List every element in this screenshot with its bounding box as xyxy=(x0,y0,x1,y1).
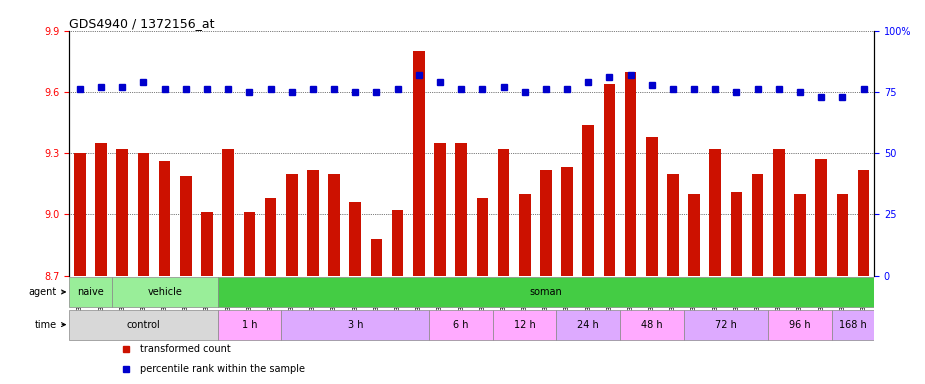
Bar xyxy=(709,149,722,276)
Bar xyxy=(95,143,107,276)
Bar xyxy=(752,174,763,276)
Bar xyxy=(180,175,191,276)
Bar xyxy=(159,161,170,276)
Text: 48 h: 48 h xyxy=(641,319,662,329)
Bar xyxy=(117,149,129,276)
Bar xyxy=(202,212,213,276)
FancyBboxPatch shape xyxy=(112,277,217,307)
Bar xyxy=(286,174,298,276)
Bar xyxy=(731,192,742,276)
Bar xyxy=(795,194,806,276)
FancyBboxPatch shape xyxy=(69,277,112,307)
Bar xyxy=(434,143,446,276)
Text: vehicle: vehicle xyxy=(147,287,182,297)
FancyBboxPatch shape xyxy=(217,310,281,339)
Bar xyxy=(243,212,255,276)
Bar xyxy=(371,239,382,276)
Text: transformed count: transformed count xyxy=(141,344,231,354)
Bar xyxy=(476,198,488,276)
Bar xyxy=(74,153,86,276)
Bar xyxy=(328,174,339,276)
Bar xyxy=(265,198,277,276)
Bar xyxy=(583,124,594,276)
Text: 168 h: 168 h xyxy=(839,319,867,329)
Text: agent: agent xyxy=(29,287,66,297)
FancyBboxPatch shape xyxy=(684,310,769,339)
Bar xyxy=(498,149,510,276)
Bar xyxy=(604,84,615,276)
Bar xyxy=(350,202,361,276)
Bar xyxy=(561,167,573,276)
Bar xyxy=(222,149,234,276)
FancyBboxPatch shape xyxy=(832,310,874,339)
Bar xyxy=(688,194,700,276)
FancyBboxPatch shape xyxy=(217,277,874,307)
FancyBboxPatch shape xyxy=(69,310,217,339)
Text: 1 h: 1 h xyxy=(241,319,257,329)
Text: 6 h: 6 h xyxy=(453,319,469,329)
Text: 12 h: 12 h xyxy=(513,319,536,329)
FancyBboxPatch shape xyxy=(281,310,429,339)
Text: control: control xyxy=(127,319,160,329)
Bar xyxy=(857,169,869,276)
FancyBboxPatch shape xyxy=(620,310,684,339)
Text: GDS4940 / 1372156_at: GDS4940 / 1372156_at xyxy=(69,17,215,30)
Bar xyxy=(773,149,784,276)
FancyBboxPatch shape xyxy=(493,310,557,339)
Text: 72 h: 72 h xyxy=(715,319,737,329)
Text: 96 h: 96 h xyxy=(789,319,811,329)
Text: naive: naive xyxy=(77,287,104,297)
Text: time: time xyxy=(34,319,66,329)
Bar xyxy=(540,169,551,276)
Bar xyxy=(138,153,149,276)
Bar xyxy=(646,137,658,276)
Bar xyxy=(624,71,636,276)
Bar xyxy=(815,159,827,276)
Bar xyxy=(455,143,467,276)
Bar xyxy=(519,194,531,276)
Bar xyxy=(667,174,679,276)
Bar xyxy=(392,210,403,276)
Text: soman: soman xyxy=(529,287,562,297)
Bar xyxy=(836,194,848,276)
Bar xyxy=(413,51,425,276)
Text: 3 h: 3 h xyxy=(348,319,363,329)
FancyBboxPatch shape xyxy=(557,310,620,339)
Text: 24 h: 24 h xyxy=(577,319,599,329)
FancyBboxPatch shape xyxy=(429,310,493,339)
Text: percentile rank within the sample: percentile rank within the sample xyxy=(141,364,305,374)
Bar xyxy=(307,169,319,276)
FancyBboxPatch shape xyxy=(769,310,832,339)
